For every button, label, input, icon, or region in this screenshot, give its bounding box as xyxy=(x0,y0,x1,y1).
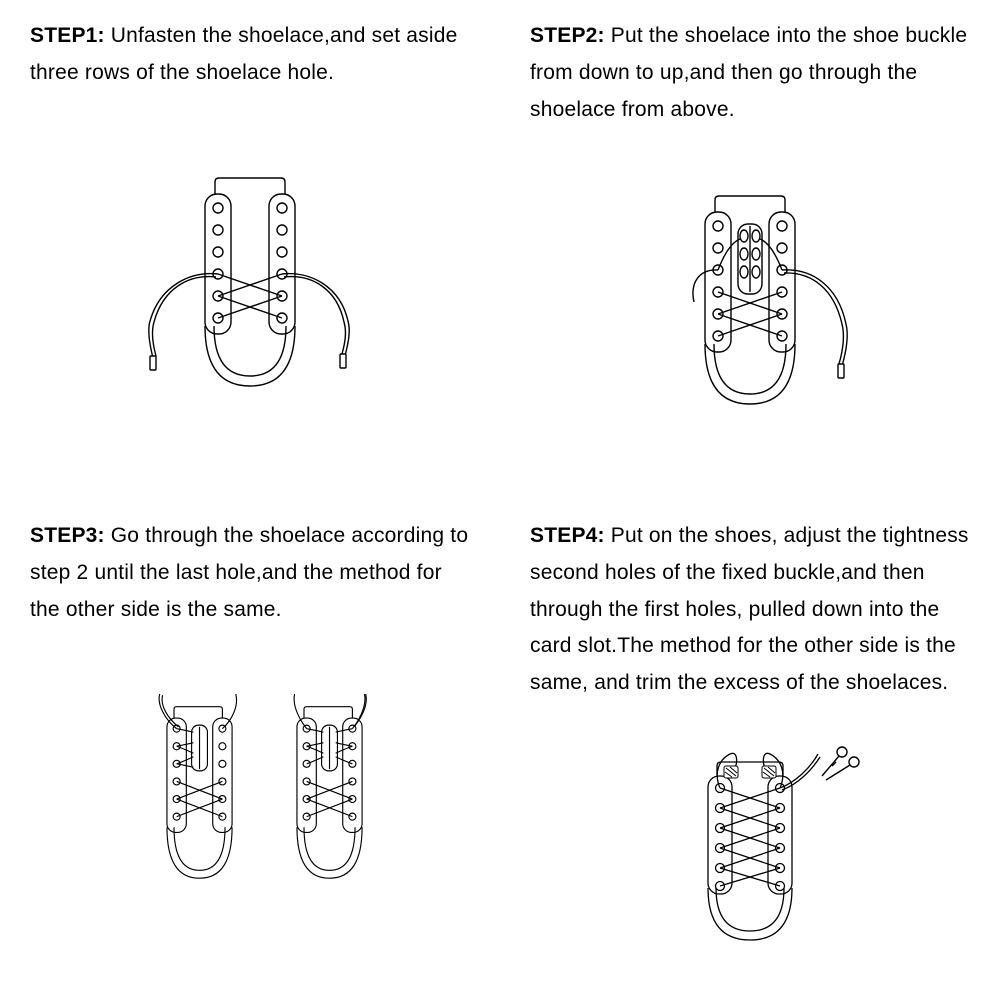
step-1-label: STEP1: xyxy=(30,24,105,47)
shoe-diagram-step4-icon xyxy=(620,746,880,946)
shoe-diagram-step3-icon xyxy=(100,694,400,924)
step-4-text: STEP4: Put on the shoes, adjust the tigh… xyxy=(530,518,970,702)
step-4: STEP4: Put on the shoes, adjust the tigh… xyxy=(500,500,1000,1000)
step-4-illustration xyxy=(530,702,970,990)
step-1: STEP1: Unfasten the shoelace,and set asi… xyxy=(0,0,500,500)
shoe-diagram-step2-icon xyxy=(620,194,880,424)
step-2-illustration xyxy=(530,128,970,490)
scissors-icon xyxy=(822,747,859,780)
step-4-label: STEP4: xyxy=(530,524,605,547)
step-3: STEP3: Go through the shoelace according… xyxy=(0,500,500,1000)
step-2-text: STEP2: Put the shoelace into the shoe bu… xyxy=(530,18,970,128)
shoe-diagram-step1-icon xyxy=(120,176,380,406)
step-2: STEP2: Put the shoelace into the shoe bu… xyxy=(500,0,1000,500)
steps-grid: STEP1: Unfasten the shoelace,and set asi… xyxy=(0,0,1000,1000)
step-1-illustration xyxy=(30,92,470,491)
step-4-body: Put on the shoes, adjust the tightness s… xyxy=(530,524,969,694)
step-3-text: STEP3: Go through the shoelace according… xyxy=(30,518,470,628)
step-2-label: STEP2: xyxy=(530,24,605,47)
step-3-label: STEP3: xyxy=(30,524,105,547)
step-1-text: STEP1: Unfasten the shoelace,and set asi… xyxy=(30,18,470,92)
step-3-illustration xyxy=(30,628,470,990)
